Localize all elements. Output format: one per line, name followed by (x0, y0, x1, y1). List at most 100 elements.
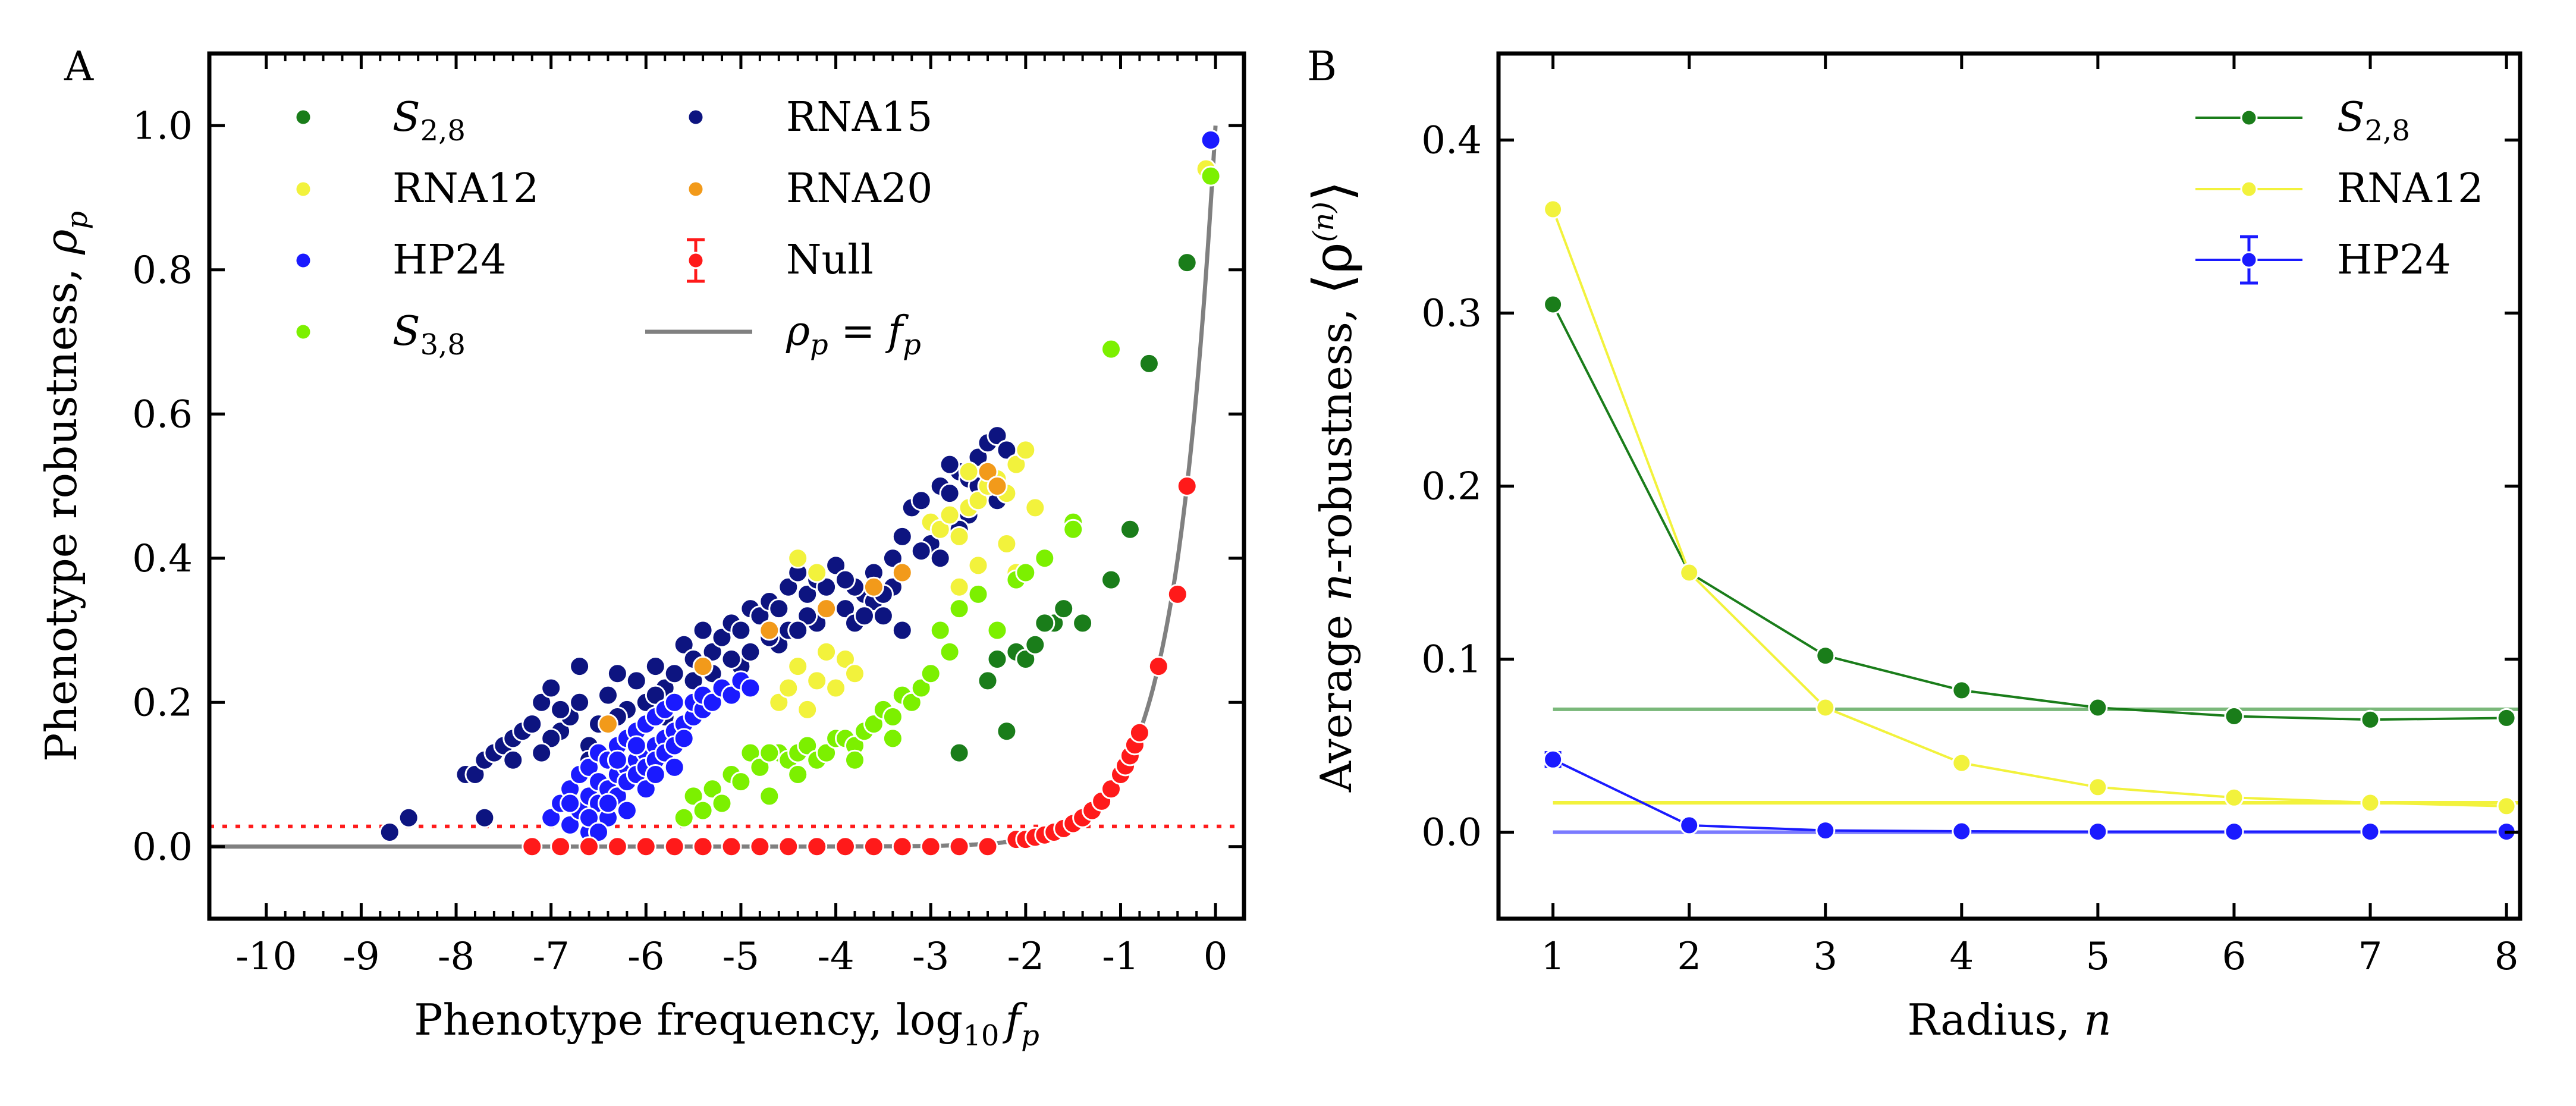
panel-a: A -10 -9 -8 -7 -6 -5 -4 -3 -2 -1 00.00.20.40.60.81… (36, 43, 1246, 1052)
point-b-hp24 (1815, 821, 1836, 841)
panel-a-frame (207, 51, 1246, 921)
point-b-hp24 (1952, 821, 1972, 841)
point-rna15 (683, 670, 704, 692)
point-null (863, 836, 884, 857)
series-b-s28 (1543, 294, 2517, 730)
point-rna15 (692, 620, 714, 641)
panel-a-x-axis-label: Phenotype frequency, log10 fp (414, 995, 1039, 1052)
point-rna15 (721, 649, 742, 670)
point-rna15 (673, 634, 695, 655)
point-null (749, 836, 771, 857)
point-b-rna12 (2224, 787, 2244, 807)
point-b-hp24 (2088, 822, 2108, 842)
point-b-rna12 (2360, 793, 2380, 813)
point-rna12 (967, 555, 989, 576)
point-null (835, 836, 856, 857)
point-null (1167, 583, 1188, 605)
point-s28 (1034, 612, 1055, 634)
point-rna15 (626, 670, 647, 692)
point-rna15 (740, 641, 761, 662)
point-rna15 (550, 699, 571, 720)
x-tick-label: -3 (912, 935, 949, 979)
point-rna15 (569, 692, 590, 713)
x-tick-label: -7 (533, 935, 570, 979)
y-tick-label: 0.2 (132, 681, 193, 725)
point-rna12 (768, 692, 790, 713)
point-null (721, 836, 742, 857)
point-b-rna12 (2088, 777, 2108, 797)
point-null (778, 836, 799, 857)
panel-b-y-axis-label: Average n-robustness, ⟨ρ(n)⟩ (1302, 181, 1364, 793)
panel-b-x-axis-label: Radius, n (1907, 995, 2111, 1045)
point-s38 (702, 778, 723, 800)
x-tick-label: -2 (1007, 935, 1044, 979)
panel-b: B 1 2 3 4 5 6 7 8 0.0 0.1 0.2 0.3 0.4 Radius, n Aver… (1302, 43, 2522, 1045)
point-b-hp24 (1543, 749, 1563, 769)
point-s38 (1034, 548, 1055, 569)
point-b-s28 (2360, 709, 2380, 730)
point-null (635, 836, 656, 857)
point-s38 (816, 742, 837, 763)
point-rna20 (598, 714, 618, 735)
point-b-rna12 (1815, 697, 1836, 718)
point-rna15 (730, 620, 752, 641)
point-null (607, 836, 628, 857)
point-rna12 (996, 533, 1017, 554)
point-null (550, 836, 571, 857)
point-s28 (1101, 569, 1121, 590)
point-rna15 (531, 692, 552, 713)
x-tick-label: -5 (722, 935, 759, 979)
y-tick-label: 0.1 (1421, 638, 1482, 682)
legend-b-label-rna12: RNA12 (2337, 165, 2483, 212)
panel-a-legend: S2,8 RNA12 HP24 S3,8 RNA15 RNA20 Null ρp… (294, 94, 932, 362)
point-rna20 (692, 656, 714, 677)
point-s38 (730, 771, 752, 793)
panel-a-y-axis-label: Phenotype robustness, ρp (36, 211, 94, 762)
point-hp24 (645, 764, 666, 785)
series-s38 (673, 165, 1221, 828)
point-rna15 (987, 425, 1008, 447)
x-tick-label: -4 (817, 935, 854, 979)
point-rna15 (711, 627, 733, 648)
point-hp24 (721, 684, 742, 706)
point-rna12 (939, 504, 960, 526)
point-rna15 (379, 822, 400, 843)
point-rna15 (872, 605, 894, 627)
point-rna15 (749, 605, 771, 627)
point-b-rna12 (2496, 796, 2517, 816)
point-rna15 (797, 605, 818, 627)
point-rna20 (863, 576, 884, 598)
point-s38 (683, 785, 704, 807)
point-rna20 (759, 620, 780, 641)
legend-b-label-s28: S2,8 (2337, 94, 2410, 147)
point-null (891, 836, 913, 857)
point-rna12 (797, 699, 818, 720)
point-s28 (1053, 598, 1075, 620)
point-hp24 (588, 822, 609, 843)
point-b-rna12 (1952, 753, 1972, 773)
point-rna15 (967, 447, 989, 468)
point-s38 (920, 663, 941, 684)
series-hp24 (541, 130, 1221, 843)
point-b-hp24 (2360, 822, 2380, 842)
point-rna15 (502, 749, 524, 771)
point-s38 (692, 800, 714, 821)
point-s38 (948, 598, 970, 620)
point-null (1148, 656, 1169, 677)
point-rna20 (987, 476, 1008, 497)
point-rna12 (787, 548, 809, 569)
x-tick-label: 5 (2086, 935, 2110, 979)
point-rna15 (541, 728, 562, 749)
point-null (1101, 778, 1121, 800)
point-s38 (910, 677, 932, 699)
legend-marker-rna15 (687, 108, 705, 126)
point-null (806, 836, 828, 857)
point-rna20 (977, 461, 998, 482)
series-null (522, 476, 1198, 857)
point-s38 (797, 735, 818, 756)
panel-a-ticks: -10 -9 -8 -7 -6 -5 -4 -3 -2 -1 00.00.20.40.60.81.0 (132, 54, 1244, 979)
point-hp24 (626, 735, 647, 756)
point-null (664, 836, 685, 857)
point-b-s28 (2088, 697, 2108, 718)
